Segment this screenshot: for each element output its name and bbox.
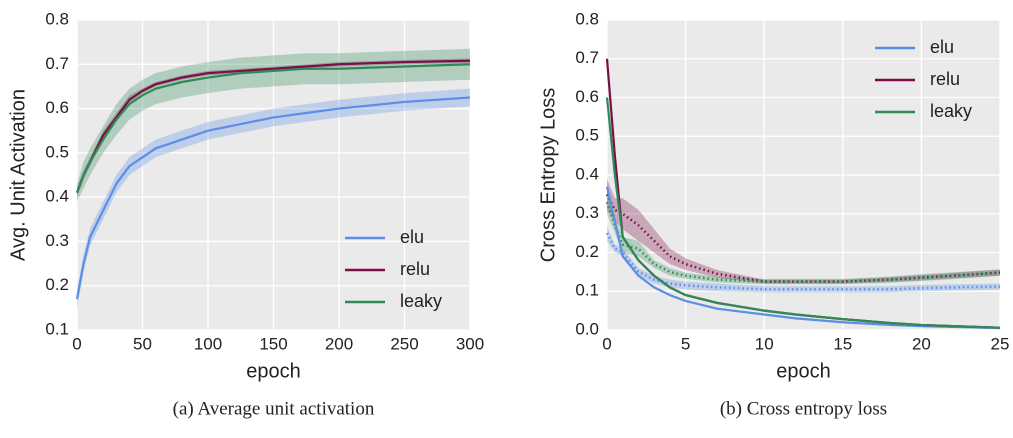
y-tick-label: 0.7 (45, 54, 69, 73)
x-tick-label: 10 (755, 334, 774, 353)
legend-label: elu (400, 227, 424, 247)
legend-label: relu (930, 69, 960, 89)
y-tick-label: 0.1 (575, 281, 599, 300)
line (605, 97, 1001, 329)
x-tick-label: 100 (194, 334, 222, 353)
x-tick-label: 150 (259, 334, 287, 353)
x-tick-label: 0 (602, 334, 611, 353)
y-tick-label: 0.5 (575, 126, 599, 145)
legend-label: leaky (400, 291, 442, 311)
y-tick-label: 0.8 (45, 9, 69, 28)
legend-label: elu (930, 37, 954, 57)
y-tick-label: 0.5 (45, 142, 69, 161)
y-tick-label: 0.6 (575, 87, 599, 106)
line (75, 59, 471, 194)
x-axis-label: epoch (776, 360, 831, 382)
legend-label: leaky (930, 101, 972, 121)
x-tick-label: 15 (833, 334, 852, 353)
y-tick-label: 0.4 (45, 187, 69, 206)
line (75, 96, 471, 300)
line (605, 186, 1001, 330)
band (77, 48, 470, 202)
y-axis-label: Avg. Unit Activation (7, 89, 29, 261)
y-tick-label: 0.3 (575, 203, 599, 222)
y-tick-label: 0.1 (45, 319, 69, 338)
x-tick-label: 50 (133, 334, 152, 353)
y-tick-label: 0.7 (575, 48, 599, 67)
x-tick-label: 20 (912, 334, 931, 353)
y-tick-label: 0.2 (45, 275, 69, 294)
x-tick-label: 250 (390, 334, 418, 353)
band (607, 178, 1000, 284)
y-tick-label: 0.3 (45, 231, 69, 250)
dotted-line (605, 193, 1001, 283)
x-tick-label: 300 (456, 334, 484, 353)
band (607, 190, 1000, 285)
band (607, 225, 1000, 293)
legend-label: relu (400, 259, 430, 279)
line (75, 63, 471, 194)
y-axis-label: Cross Entropy Loss (537, 88, 559, 263)
y-tick-label: 0.0 (575, 319, 599, 338)
y-tick-label: 0.6 (45, 98, 69, 117)
x-tick-label: 5 (681, 334, 690, 353)
x-tick-label: 200 (325, 334, 353, 353)
y-tick-label: 0.4 (575, 164, 599, 183)
caption: (b) Cross entropy loss (720, 398, 887, 419)
caption: (a) Average unit activation (173, 398, 375, 419)
x-tick-label: 0 (72, 334, 81, 353)
x-tick-label: 25 (991, 334, 1010, 353)
band (77, 88, 470, 308)
x-axis-label: epoch (246, 360, 301, 382)
y-tick-label: 0.8 (575, 9, 599, 28)
y-tick-label: 0.2 (575, 242, 599, 261)
